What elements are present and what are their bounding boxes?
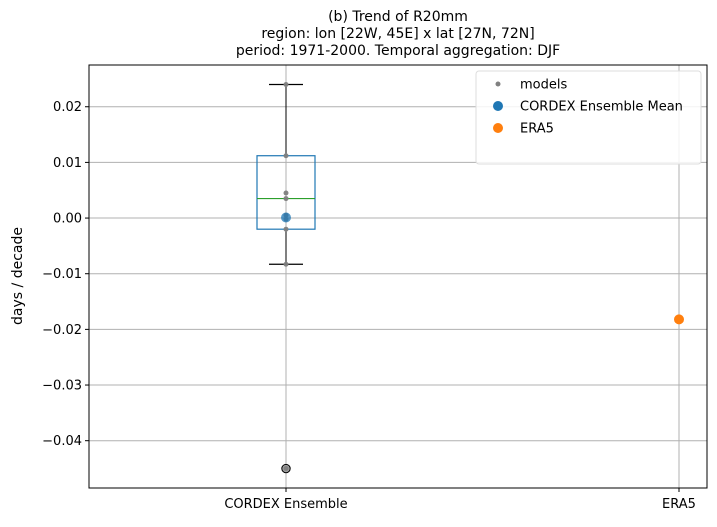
legend-label: CORDEX Ensemble Mean [520, 100, 683, 115]
y-tick-label: 0.01 [53, 156, 82, 171]
model-point [283, 81, 289, 87]
legend-label: models [520, 78, 567, 93]
y-tick-label: 0.02 [53, 100, 82, 115]
plot-frame [88, 64, 708, 489]
y-tick-label: −0.04 [42, 434, 82, 449]
model-point [283, 196, 289, 202]
legend: models CORDEX Ensemble Mean ERA5 [475, 70, 702, 165]
model-point [283, 153, 289, 159]
plot-marks [256, 81, 684, 474]
y-tick-label: −0.02 [42, 323, 82, 338]
x-tick-label: CORDEX Ensemble [224, 497, 347, 512]
legend-label: ERA5 [520, 122, 554, 137]
y-tick-label: 0.00 [53, 212, 82, 227]
legend-box [475, 70, 702, 165]
ensemble-mean-point [281, 212, 291, 223]
y-tick-label: −0.03 [42, 379, 82, 394]
model-point [283, 261, 289, 267]
legend-marker [493, 123, 503, 133]
title-line-1: (b) Trend of R20mm [328, 9, 468, 25]
y-tick-label: −0.01 [42, 267, 82, 282]
model-point [283, 466, 289, 472]
x-axis: CORDEX Ensemble ERA5 [224, 488, 696, 512]
y-axis-label: days / decade [10, 227, 26, 325]
title-line-2: region: lon [22W, 45E] x lat [27N, 72N] [261, 26, 534, 42]
legend-marker [495, 81, 501, 87]
model-point [283, 226, 289, 232]
legend-marker [493, 101, 503, 111]
x-tick-label: ERA5 [662, 497, 696, 512]
y-axis: −0.04 −0.03 −0.02 −0.01 0.00 0.01 0.02 [42, 100, 89, 449]
era5-point [674, 314, 684, 325]
title-line-3: period: 1971-2000. Temporal aggregation:… [236, 43, 560, 59]
chart-title: (b) Trend of R20mm region: lon [22W, 45E… [236, 9, 560, 59]
model-point [283, 190, 289, 196]
